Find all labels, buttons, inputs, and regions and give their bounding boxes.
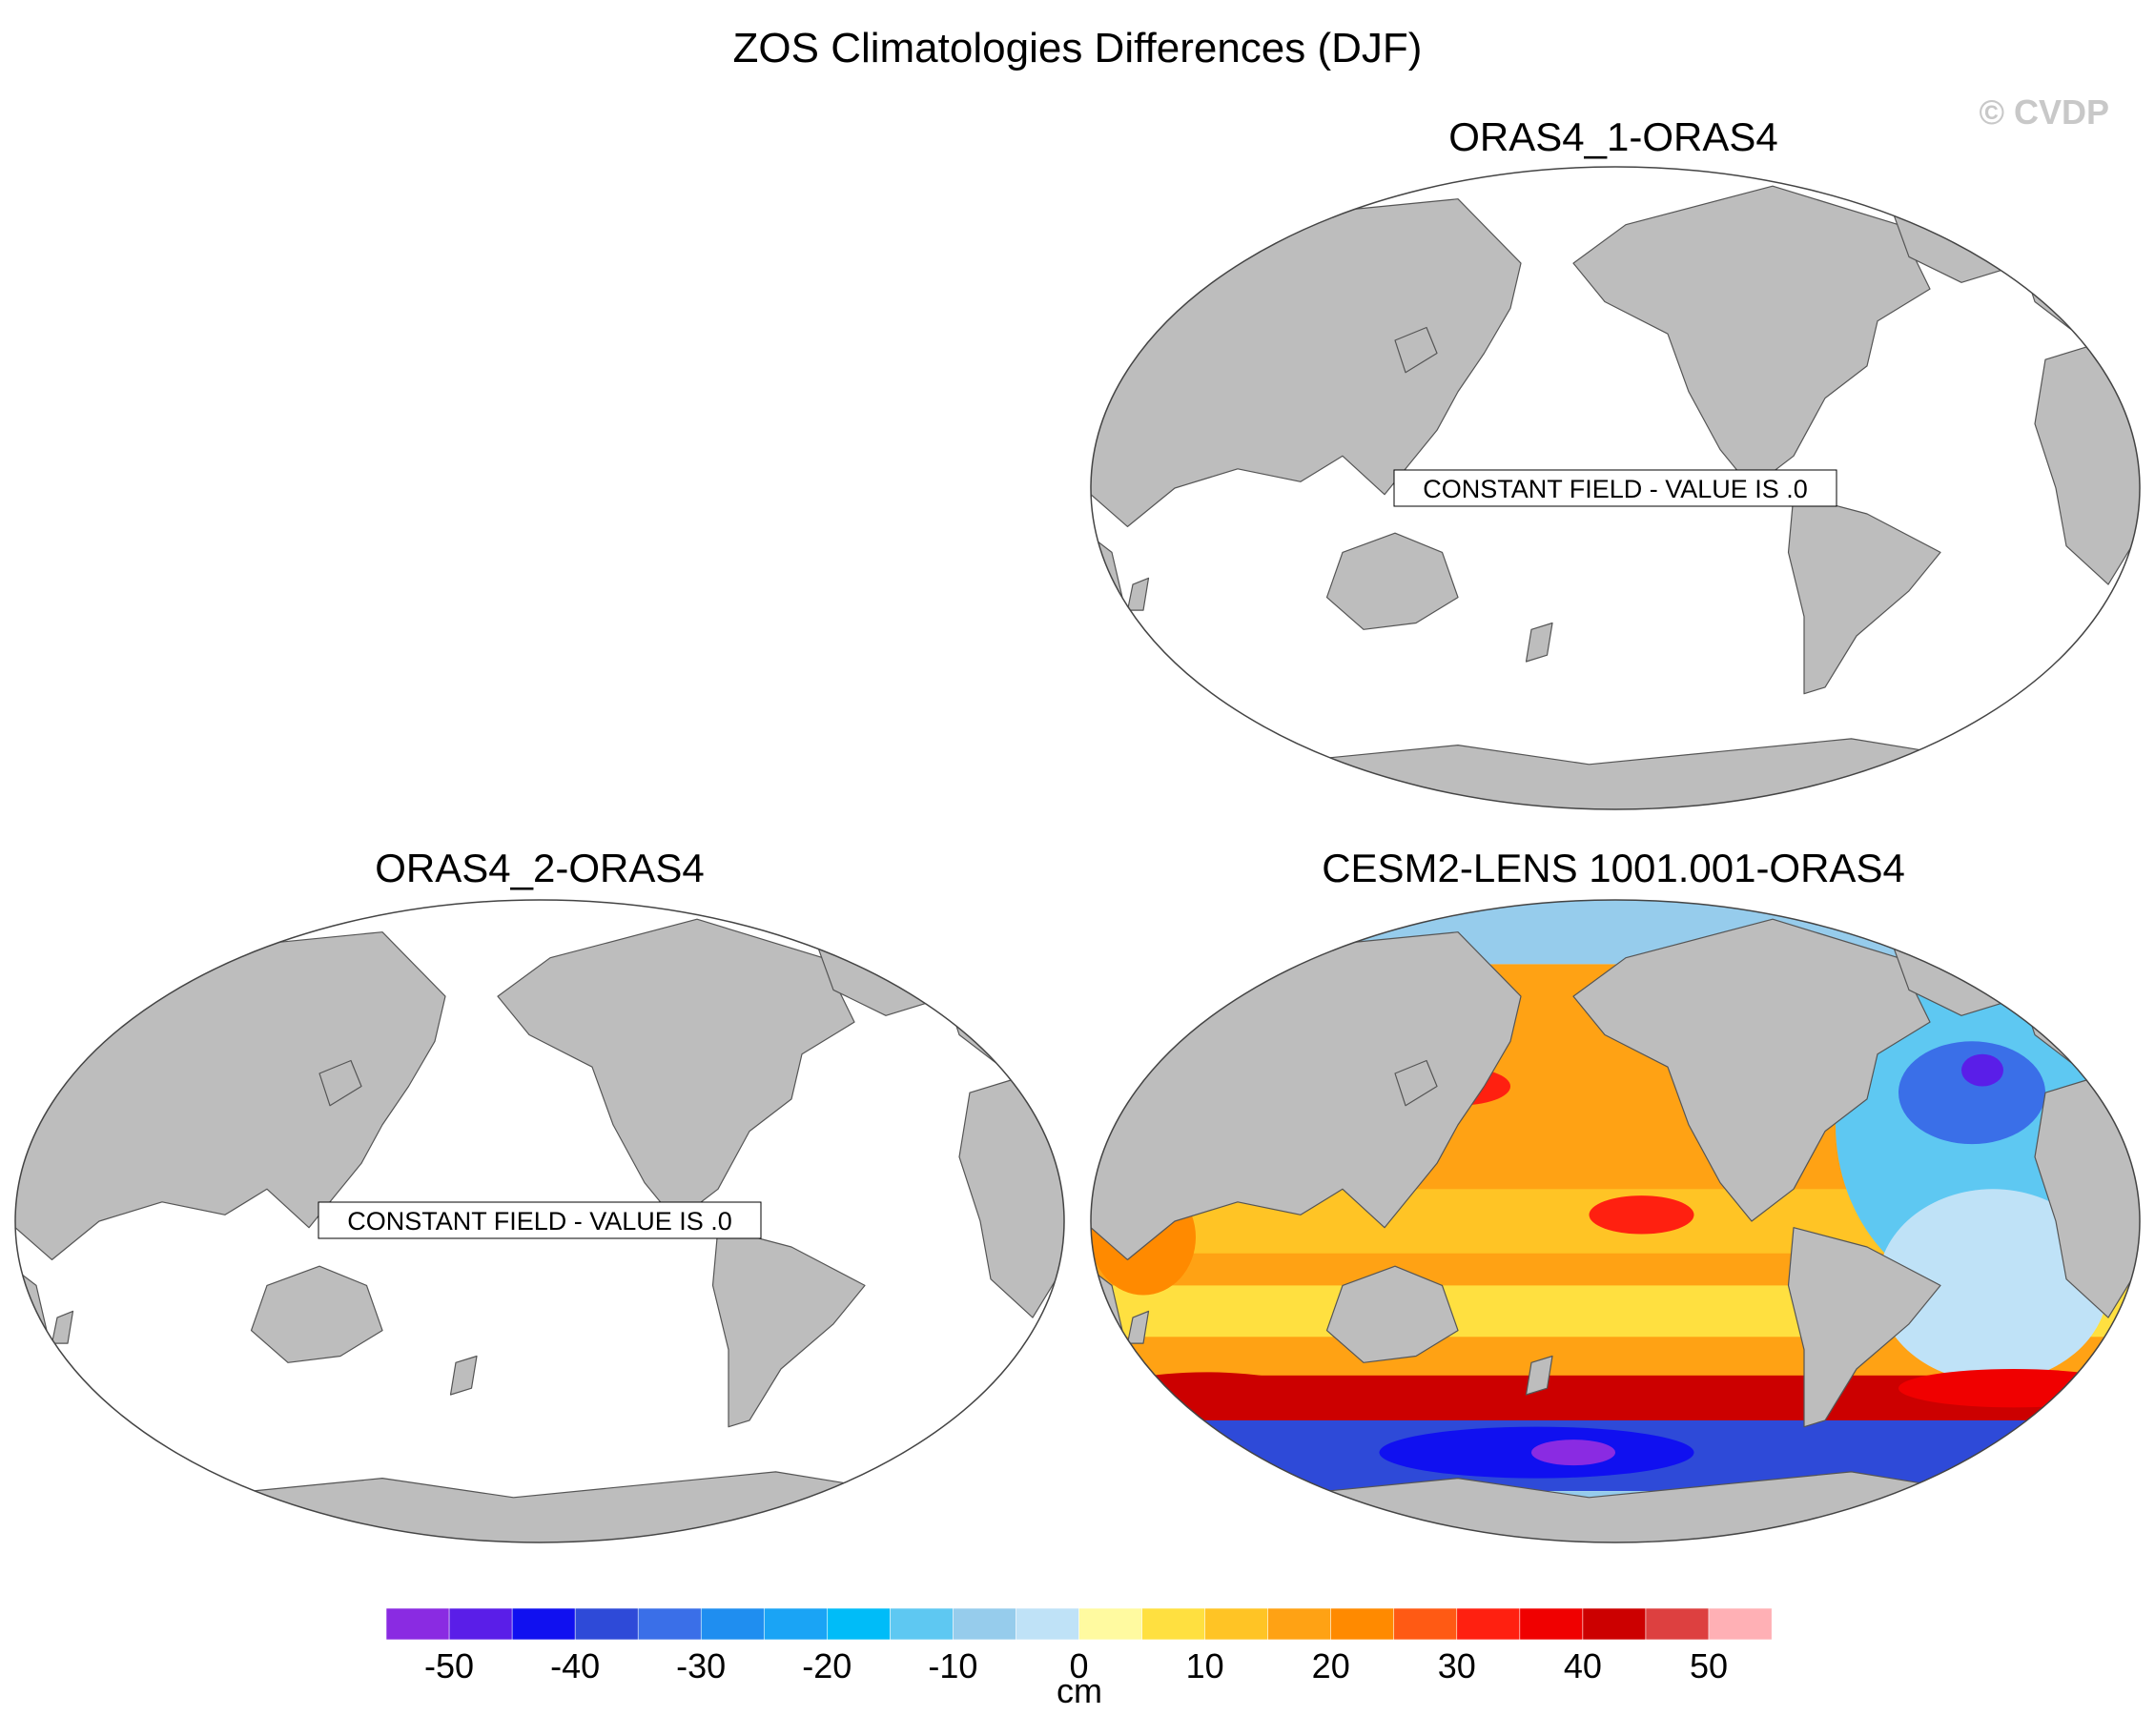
colorbar-swatch [700,1607,765,1641]
colorbar-swatch [890,1607,954,1641]
gulf-stream-minimum [1961,1053,2003,1087]
colorbar-swatch [763,1607,828,1641]
arctic-anomaly-band [1091,900,2140,965]
colorbar-tick-label: -10 [928,1646,977,1685]
colorbar [385,1607,1773,1641]
south-america-landmass [711,1227,866,1428]
colorbar-swatch [1016,1607,1079,1641]
madagascar-island [1126,577,1150,611]
colorbar-tick-label: 20 [1312,1646,1350,1685]
colorbar-swatch [953,1607,1016,1641]
colorbar-swatch [1204,1607,1269,1641]
south-america-landmass [1787,1227,1941,1428]
panel-title-oras4-1: ORAS4_1-ORAS4 [1448,114,1777,159]
map-panel-cesm2 [1090,899,2141,1543]
figure-title: ZOS Climatologies Differences (DJF) [733,25,1423,71]
japan-island [1394,326,1438,374]
colorbar-swatch [1708,1607,1773,1641]
south-america-landmass [1787,494,1941,695]
colorbar-tick-label: -40 [550,1646,600,1685]
panel-title-oras4-2: ORAS4_2-ORAS4 [375,846,704,890]
constant-field-note-oras4-1: CONSTANT FIELD - VALUE IS .0 [1393,469,1837,507]
constant-field-text-oras4-1: CONSTANT FIELD - VALUE IS .0 [1423,475,1808,503]
south-atlantic-weak-region [1878,1189,2108,1382]
colorbar-swatch [1582,1607,1647,1641]
japan-island [1394,1059,1438,1107]
map-panel-oras4-2 [14,899,1065,1543]
colorbar-swatch [1519,1607,1584,1641]
new-zealand-island [449,1355,478,1396]
colorbar-swatch [827,1607,891,1641]
colorbar-swatch [1141,1607,1206,1641]
panel-title-cesm2: CESM2-LENS 1001.001-ORAS4 [1322,846,1905,890]
colorbar-swatch [1393,1607,1458,1641]
japan-island [318,1059,362,1107]
colorbar-swatch [1330,1607,1395,1641]
colorbar-unit-label: cm [1057,1671,1102,1710]
southwest-indian-maximum [1101,1372,1311,1418]
map-border [14,899,1065,1543]
colorbar-tick-label: 40 [1564,1646,1602,1685]
colorbar-tick-label: 10 [1186,1646,1224,1685]
colorbar-tick-label: -20 [802,1646,852,1685]
madagascar-island [51,1310,74,1344]
colorbar-tick-labels: -50 -40 -30 -20 -10 0 10 20 30 40 50 [424,1646,1728,1685]
madagascar-island [1126,1310,1150,1344]
colorbar-swatch [1456,1607,1521,1641]
south-atlantic-maximum [1898,1369,2129,1408]
new-zealand-island [1525,1355,1553,1396]
colorbar-swatch [1267,1607,1332,1641]
colorbar-swatch [1078,1607,1143,1641]
map-border [1090,899,2141,1543]
southern-ocean-extreme-minimum [1531,1440,1615,1466]
constant-field-note-oras4-2: CONSTANT FIELD - VALUE IS .0 [318,1201,762,1239]
colorbar-tick-label: 30 [1438,1646,1476,1685]
watermark: © CVDP [1979,92,2109,132]
colorbar-swatch [637,1607,702,1641]
constant-field-text-oras4-2: CONSTANT FIELD - VALUE IS .0 [347,1207,732,1236]
colorbar-swatch [574,1607,639,1641]
australia-landmass [250,1265,383,1363]
colorbar-swatch [1645,1607,1710,1641]
colorbar-tick-label: 50 [1690,1646,1728,1685]
east-pacific-positive-core [1589,1195,1694,1235]
colorbar-tick-label: -50 [424,1646,474,1685]
colorbar-tick-label: -30 [676,1646,726,1685]
colorbar-swatch [385,1607,450,1641]
gulf-stream-negative-core [1898,1041,2045,1145]
map-border [1090,166,2141,810]
colorbar-tick-label: 0 [1069,1646,1088,1685]
colorbar-swatch [448,1607,513,1641]
new-zealand-island [1525,622,1553,663]
australia-landmass [1325,1265,1459,1363]
colorbar-swatch [511,1607,576,1641]
australia-landmass [1325,532,1459,630]
